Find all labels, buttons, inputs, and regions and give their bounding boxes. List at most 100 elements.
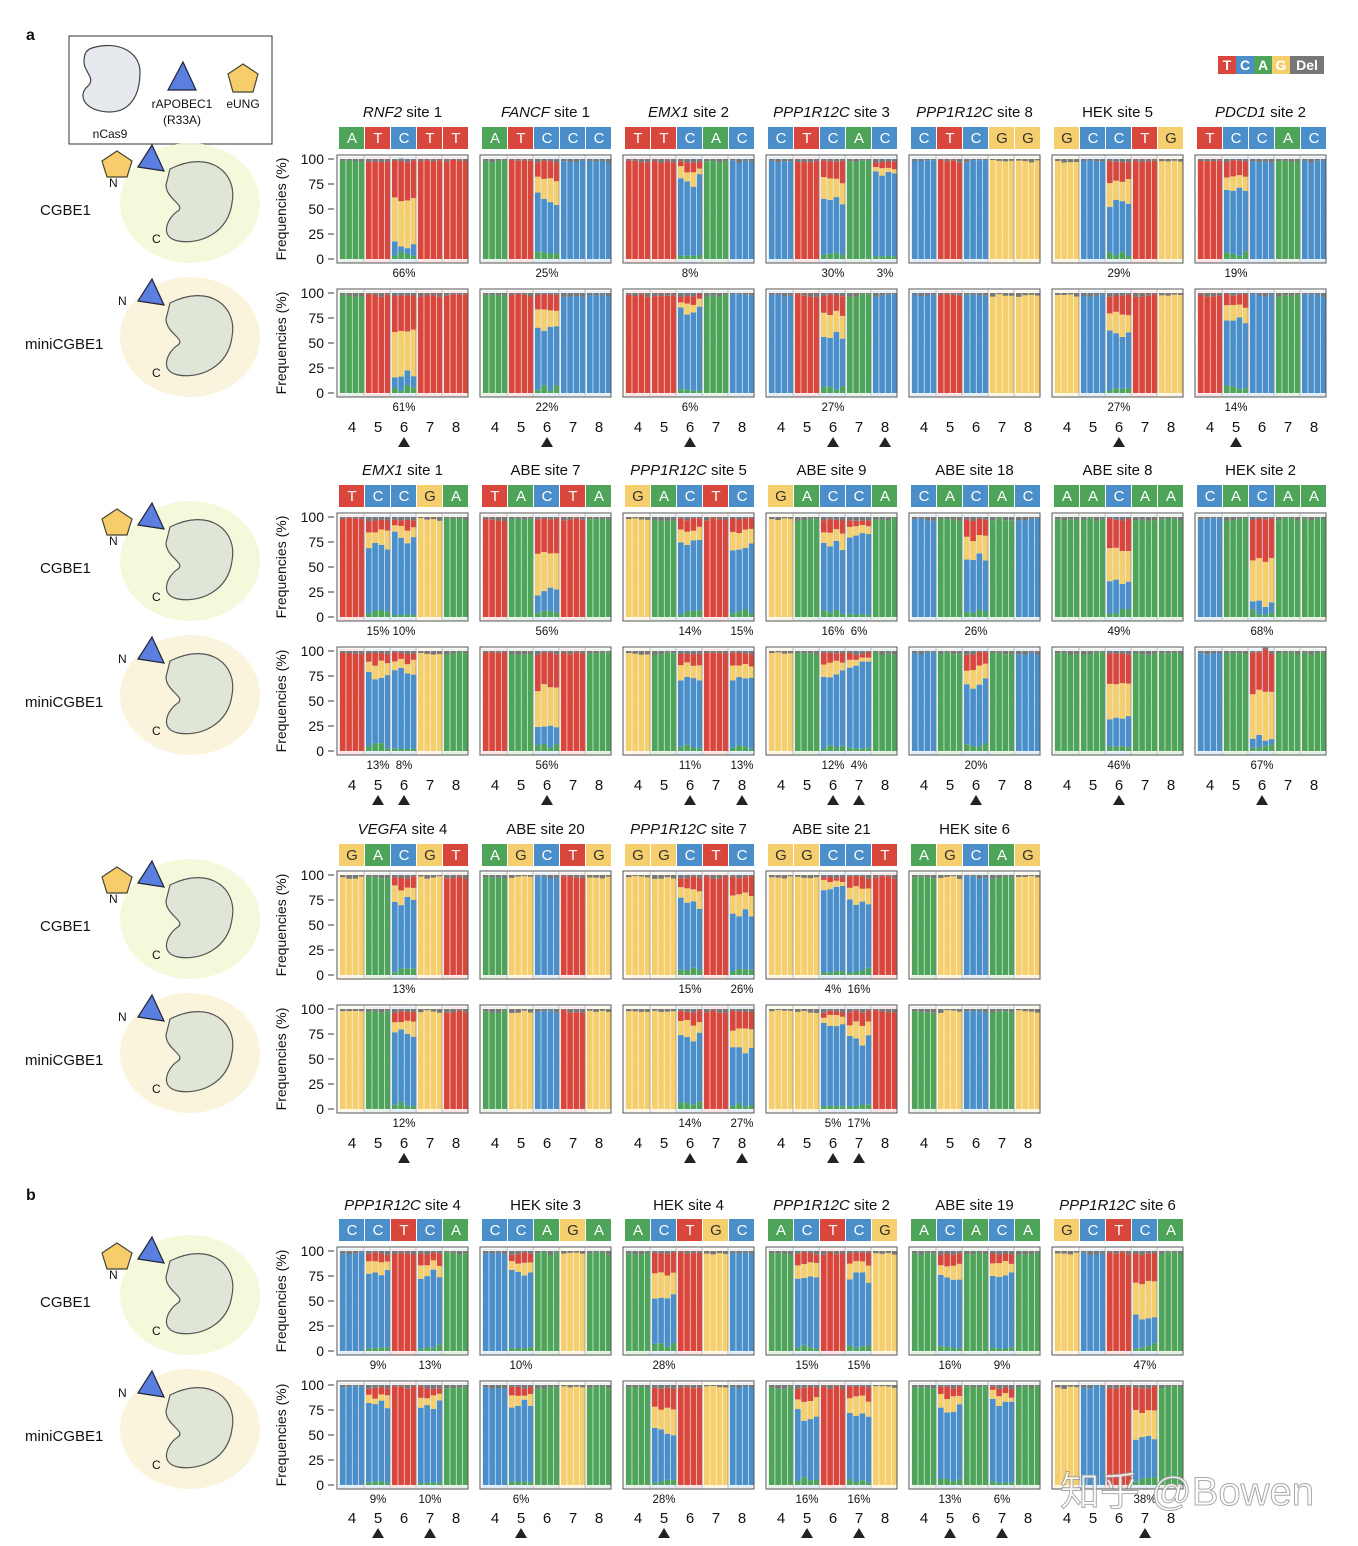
bar-segment <box>378 1387 385 1395</box>
key-ncas9-label: nCas9 <box>93 127 128 141</box>
bar-segment <box>372 159 378 162</box>
bar-segment <box>1125 747 1132 751</box>
bar-segment <box>626 875 632 878</box>
bar-segment <box>346 295 352 393</box>
bar-segment <box>748 161 755 259</box>
position-label: 4 <box>1206 777 1214 794</box>
bar-segment <box>859 520 866 526</box>
bar-segment <box>1125 581 1132 610</box>
cas9-shape <box>165 1253 234 1335</box>
bar-segment <box>847 1412 853 1480</box>
bar-segment <box>944 1386 950 1400</box>
y-axis-label: Frequencies (%) <box>273 1008 289 1111</box>
bar-segment <box>924 1012 931 1109</box>
bar-segment <box>833 886 840 972</box>
bar-segment <box>436 1253 443 1266</box>
bar-segment <box>515 1386 521 1396</box>
plot-frame <box>908 1004 1041 1114</box>
c-terminus-label: C <box>152 1458 161 1472</box>
position-label: 7 <box>569 777 577 794</box>
sequence-base-letter: C <box>880 130 891 147</box>
bar-segment <box>1139 1413 1145 1438</box>
bar-segment <box>626 653 632 751</box>
bar-segment <box>722 519 729 617</box>
bar-segment <box>372 1385 378 1388</box>
bar-segment <box>924 875 931 878</box>
bar-segment <box>678 296 684 303</box>
position-label: 5 <box>374 1510 382 1527</box>
position-label: 4 <box>1206 419 1214 436</box>
bar-segment <box>1314 518 1321 617</box>
deaminase-shape <box>137 993 166 1022</box>
bar-segment <box>652 1482 658 1485</box>
sequence-base-letter: G <box>424 488 436 505</box>
bar-segment <box>1282 293 1288 296</box>
bar-segment <box>865 878 872 889</box>
bar-segment <box>1099 293 1106 295</box>
bar-segment <box>392 1386 398 1485</box>
bar-segment <box>684 544 690 612</box>
bar-segment <box>638 1251 645 1255</box>
bar-segment <box>684 969 690 975</box>
c-terminus-label: C <box>152 948 161 962</box>
position-label: 5 <box>1089 419 1097 436</box>
bar-segment <box>1055 160 1061 259</box>
bar-segment <box>710 651 716 653</box>
y-tick-label: 50 <box>308 917 324 933</box>
site-title-gene: PPP1R12C <box>630 462 707 479</box>
bar-segment <box>1119 520 1126 552</box>
bar-segment <box>722 1387 729 1485</box>
bar-segment <box>730 517 736 519</box>
bar-segment <box>410 159 417 161</box>
bar-segment <box>736 1028 742 1048</box>
bar-segment <box>710 1010 716 1109</box>
bar-segment <box>1107 161 1113 184</box>
bar-segment <box>742 1028 749 1054</box>
bar-segment <box>1016 520 1022 617</box>
efficiency-label: 8% <box>396 760 413 772</box>
bar-segment <box>346 293 352 296</box>
bar-segment <box>678 517 684 519</box>
site-title-gene: PPP1R12C <box>916 104 993 121</box>
sequence-base-box <box>677 127 702 149</box>
bar-segment <box>1288 159 1295 162</box>
bar-segment <box>827 651 833 653</box>
bar-segment <box>483 160 489 259</box>
efficiency-label: 17% <box>847 1118 870 1130</box>
bar-segment <box>813 1416 820 1480</box>
plot-frame <box>1194 512 1327 622</box>
bar-segment <box>710 1251 716 1255</box>
position-label: 8 <box>452 777 460 794</box>
bar-segment <box>853 1482 859 1485</box>
bar-segment <box>813 1348 820 1351</box>
site-ppp1r12csite-4: PPP1R12C site 4C C T C A4 5 6 7 8 <box>339 1197 468 1538</box>
sequence-base-letter: C <box>854 1222 865 1239</box>
bar-segment <box>450 160 456 259</box>
bar-segment <box>599 1009 606 1011</box>
bar-segment <box>839 877 846 882</box>
bar-segment <box>1216 160 1223 259</box>
bar-segment <box>593 161 599 259</box>
bar-segment <box>801 519 807 617</box>
bar-segment <box>795 875 801 877</box>
bar-segment <box>638 1254 645 1351</box>
bar-segment <box>358 1009 365 1012</box>
site-title: ABE site 9 <box>796 462 866 479</box>
bar-segment <box>352 159 359 162</box>
bar-segment <box>398 877 404 891</box>
sequence-base-box <box>1015 485 1040 507</box>
plot-mini: 20% <box>908 646 1041 772</box>
bar-segment <box>1087 1254 1093 1351</box>
bar-segment <box>1165 1252 1171 1351</box>
bar-segment <box>410 653 417 660</box>
bar-segment <box>509 1481 515 1485</box>
site-ppp1r12csite-7: PPP1R12C site 7G G C T C4 5 6 7 8 <box>625 821 754 1163</box>
bar-segment <box>1008 1385 1015 1389</box>
bar-segment <box>970 560 976 613</box>
bar-segment <box>1055 1251 1061 1254</box>
bar-segment <box>658 1388 664 1410</box>
bar-segment <box>489 877 495 975</box>
bar-segment <box>1133 1251 1139 1254</box>
bar-segment <box>340 1009 346 1012</box>
bar-segment <box>833 875 840 879</box>
